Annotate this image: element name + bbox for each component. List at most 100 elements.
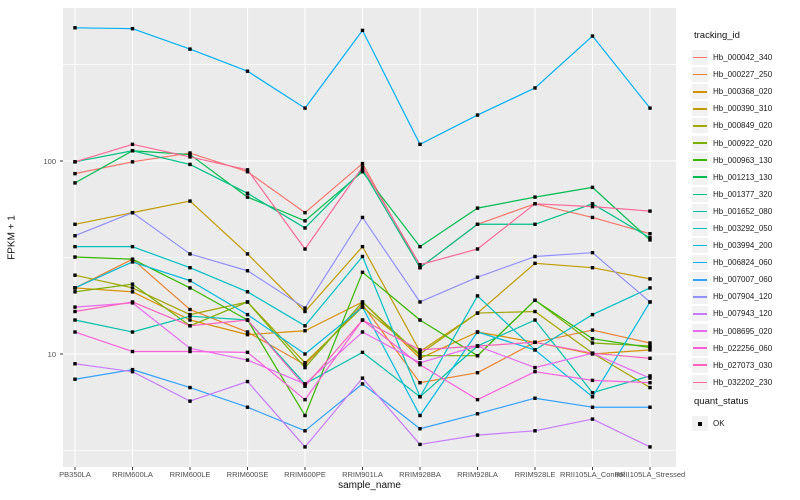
- data-point-marker: [590, 215, 595, 220]
- data-point-marker: [648, 238, 652, 242]
- data-point-marker: [188, 152, 192, 157]
- data-point-marker: [73, 273, 77, 277]
- data-point-marker: [188, 162, 192, 167]
- legend-line-swatch: [693, 176, 707, 178]
- legend-line-swatch: [693, 125, 707, 127]
- x-tick-label: PB350LA: [59, 470, 91, 479]
- legend-entry-Hb_003292_050: Hb_003292_050: [692, 220, 800, 237]
- legend-label: Hb_000390_310: [713, 104, 773, 114]
- data-point-marker: [418, 381, 422, 385]
- legend-line-swatch: [693, 159, 707, 161]
- data-point-marker: [475, 344, 480, 348]
- data-point-marker: [245, 269, 250, 273]
- data-point-marker: [533, 369, 537, 374]
- data-point-marker: [648, 445, 652, 449]
- data-point-marker: [73, 171, 77, 176]
- data-point-marker: [73, 305, 77, 309]
- legend-key-box: [692, 169, 708, 185]
- data-point-marker: [648, 286, 652, 290]
- legend-label: Hb_003994_200: [713, 241, 773, 251]
- data-point-marker: [648, 232, 652, 236]
- legend-entry-Hb_003994_200: Hb_003994_200: [692, 237, 800, 254]
- data-point-marker: [590, 417, 595, 421]
- data-point-marker: [475, 294, 480, 298]
- data-point-marker: [303, 352, 307, 356]
- data-point-marker: [590, 185, 595, 190]
- legend-line-swatch: [693, 90, 707, 93]
- quant-legend-label: OK: [713, 419, 725, 429]
- data-point-marker: [590, 250, 595, 255]
- data-point-marker: [648, 348, 652, 352]
- legend-line-swatch: [693, 313, 707, 315]
- data-point-marker: [360, 244, 365, 249]
- data-point-marker: [303, 329, 307, 333]
- data-point-marker: [360, 28, 365, 33]
- data-point-marker: [245, 379, 250, 384]
- x-tick-label: RRII105LA_Stressed: [614, 470, 686, 479]
- quant-key-box: [692, 416, 708, 432]
- data-point-marker: [130, 349, 135, 354]
- data-point-marker: [533, 396, 537, 400]
- legend-line-swatch: [693, 278, 707, 281]
- data-point-marker: [533, 195, 537, 199]
- data-point-marker: [303, 384, 307, 389]
- legend-key-box: [692, 374, 708, 390]
- data-point-marker: [245, 405, 250, 409]
- tracking-id-legend: tracking_id Hb_000042_340 Hb_000227_250 Hb…: [692, 30, 800, 391]
- legend-line-swatch: [693, 347, 707, 349]
- x-tick-label: RRIM928LA: [457, 470, 498, 479]
- data-point-marker: [245, 168, 250, 172]
- data-point-marker: [245, 358, 250, 362]
- data-point-marker: [303, 247, 307, 251]
- data-point-marker: [73, 377, 77, 381]
- legend-key-box: [692, 101, 708, 117]
- data-point-marker: [418, 442, 422, 447]
- data-point-marker: [73, 362, 77, 366]
- legend-key-box: [692, 289, 708, 305]
- x-tick-label: RRIM600LE: [169, 470, 211, 479]
- data-point-marker: [303, 361, 307, 365]
- data-point-marker: [188, 385, 192, 390]
- legend-key-box: [692, 203, 708, 219]
- data-point-marker: [130, 26, 135, 31]
- data-point-marker: [648, 385, 652, 390]
- data-point-marker: [360, 303, 365, 307]
- data-point-marker: [188, 155, 192, 159]
- data-point-marker: [188, 349, 192, 354]
- data-point-marker: [245, 350, 250, 355]
- legend-label: Hb_000849_020: [713, 121, 773, 131]
- data-point-marker: [360, 254, 365, 259]
- data-point-marker: [73, 160, 77, 164]
- data-point-marker: [475, 330, 480, 334]
- x-tick-label: RRIM600PE: [284, 470, 326, 479]
- data-point-marker: [303, 445, 307, 449]
- data-point-marker: [303, 309, 307, 314]
- data-point-marker: [303, 382, 307, 386]
- data-point-marker: [360, 170, 365, 174]
- data-point-marker: [590, 341, 595, 345]
- data-point-marker: [590, 204, 595, 209]
- data-point-marker: [73, 234, 77, 238]
- legend-label: Hb_006824_060: [713, 258, 773, 268]
- data-point-marker: [533, 202, 537, 206]
- legend-line-swatch: [693, 296, 707, 298]
- data-point-marker: [590, 405, 595, 409]
- legend-entry-Hb_001652_080: Hb_001652_080: [692, 203, 800, 220]
- data-point-marker: [475, 412, 480, 416]
- data-point-marker: [360, 215, 365, 220]
- x-tick-label: RRIM928LE: [514, 470, 556, 479]
- data-point-marker: [418, 361, 422, 365]
- data-point-marker: [590, 328, 595, 332]
- x-tick-label: RRIM901LA: [342, 470, 383, 479]
- legend-entry-Hb_007904_120: Hb_007904_120: [692, 288, 800, 305]
- data-point-marker: [303, 210, 307, 215]
- data-point-marker: [130, 257, 135, 261]
- data-point-marker: [130, 260, 135, 264]
- data-point-marker: [418, 300, 422, 304]
- data-point-marker: [590, 351, 595, 355]
- data-point-marker: [245, 318, 250, 322]
- legend-key-box: [692, 238, 708, 254]
- legend-key-box: [692, 272, 708, 288]
- legend-entry-Hb_000390_310: Hb_000390_310: [692, 100, 800, 117]
